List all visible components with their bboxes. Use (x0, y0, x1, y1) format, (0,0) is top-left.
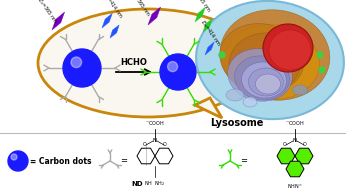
Text: $E_x$=365 nm: $E_x$=365 nm (35, 0, 60, 25)
Text: HCHO: HCHO (120, 58, 147, 67)
Ellipse shape (263, 24, 313, 72)
Polygon shape (277, 148, 295, 164)
Circle shape (317, 52, 323, 58)
Text: $^{\neg}$COOH: $^{\neg}$COOH (145, 120, 165, 128)
Ellipse shape (235, 56, 289, 100)
Text: =: = (240, 156, 247, 166)
Text: = Carbon dots: = Carbon dots (30, 156, 91, 166)
Text: $E_m$=535 nm: $E_m$=535 nm (188, 0, 213, 14)
Ellipse shape (226, 89, 244, 101)
Ellipse shape (248, 68, 283, 96)
Text: =: = (120, 156, 127, 166)
Text: O: O (303, 143, 307, 147)
Polygon shape (286, 161, 304, 177)
Ellipse shape (220, 24, 304, 92)
Ellipse shape (225, 24, 319, 100)
Ellipse shape (196, 1, 344, 119)
Ellipse shape (255, 74, 281, 94)
Polygon shape (110, 25, 119, 38)
Polygon shape (195, 7, 205, 22)
Circle shape (319, 67, 325, 73)
Ellipse shape (242, 62, 286, 98)
Text: O: O (163, 143, 167, 147)
Text: $^{\neg}$COOH: $^{\neg}$COOH (285, 120, 305, 128)
Polygon shape (102, 13, 112, 28)
Polygon shape (295, 148, 313, 164)
Text: $E_x$=365 nm: $E_x$=365 nm (128, 0, 152, 18)
Text: Lysosome: Lysosome (210, 118, 263, 128)
Circle shape (63, 49, 101, 87)
Circle shape (71, 57, 82, 68)
Polygon shape (203, 19, 212, 32)
Polygon shape (148, 7, 161, 25)
Ellipse shape (229, 33, 301, 93)
Text: NH  NH$_2$: NH NH$_2$ (144, 179, 166, 188)
Text: N: N (153, 139, 157, 143)
Text: ND: ND (131, 181, 143, 187)
Polygon shape (195, 98, 222, 118)
Text: $E_m$=414 nm: $E_m$=414 nm (198, 17, 223, 48)
Ellipse shape (292, 85, 308, 95)
Polygon shape (205, 42, 214, 55)
Circle shape (160, 54, 196, 90)
Text: NHN$^=$: NHN$^=$ (287, 183, 303, 189)
Text: O: O (143, 143, 147, 147)
Ellipse shape (38, 9, 258, 117)
Ellipse shape (220, 10, 330, 100)
Circle shape (219, 52, 225, 58)
Text: $E_m$=414 nm: $E_m$=414 nm (100, 0, 125, 20)
Ellipse shape (228, 49, 292, 101)
Ellipse shape (243, 97, 257, 107)
Polygon shape (52, 12, 65, 30)
Text: N: N (293, 139, 297, 143)
Ellipse shape (269, 30, 311, 70)
Text: O: O (283, 143, 287, 147)
Circle shape (11, 154, 17, 160)
Circle shape (8, 151, 28, 171)
Circle shape (167, 62, 177, 72)
